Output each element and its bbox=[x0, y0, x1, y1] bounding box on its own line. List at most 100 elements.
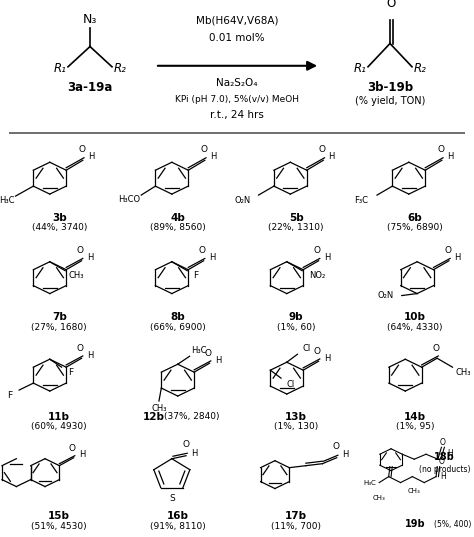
Text: N₃: N₃ bbox=[83, 13, 97, 26]
Text: (37%, 2840): (37%, 2840) bbox=[164, 412, 220, 422]
Text: (91%, 8110): (91%, 8110) bbox=[150, 522, 206, 531]
Text: (75%, 6890): (75%, 6890) bbox=[387, 223, 443, 233]
Text: H₃C: H₃C bbox=[364, 480, 376, 485]
Text: R₂: R₂ bbox=[114, 62, 127, 75]
Text: CH₃: CH₃ bbox=[68, 271, 83, 280]
Text: 4b: 4b bbox=[170, 213, 185, 223]
Text: CH₃: CH₃ bbox=[456, 368, 471, 376]
Text: H: H bbox=[447, 449, 453, 458]
Text: 15b: 15b bbox=[48, 511, 70, 521]
Text: (64%, 4330): (64%, 4330) bbox=[387, 323, 443, 332]
Text: O: O bbox=[319, 145, 326, 154]
Text: 5b: 5b bbox=[289, 213, 304, 223]
Text: O: O bbox=[182, 440, 190, 449]
Text: R₁: R₁ bbox=[54, 62, 66, 75]
Text: H: H bbox=[88, 152, 94, 161]
Text: F: F bbox=[7, 390, 12, 400]
Text: O₂N: O₂N bbox=[377, 291, 393, 300]
Text: NO₂: NO₂ bbox=[310, 271, 326, 280]
Text: Cl: Cl bbox=[286, 380, 295, 389]
Text: O: O bbox=[314, 246, 321, 255]
Text: 14b: 14b bbox=[404, 412, 426, 422]
Text: 10b: 10b bbox=[404, 313, 426, 322]
Text: 3b: 3b bbox=[52, 213, 67, 223]
Text: r.t., 24 hrs: r.t., 24 hrs bbox=[210, 111, 264, 120]
Text: R₂: R₂ bbox=[413, 62, 427, 75]
Text: 19b: 19b bbox=[404, 519, 425, 529]
Text: (1%, 60): (1%, 60) bbox=[277, 323, 316, 332]
Text: O: O bbox=[200, 145, 207, 154]
Text: H: H bbox=[87, 253, 93, 262]
Text: (66%, 6900): (66%, 6900) bbox=[150, 323, 206, 332]
Text: 3a-19a: 3a-19a bbox=[67, 81, 113, 93]
Text: O: O bbox=[78, 145, 85, 154]
Text: O: O bbox=[432, 344, 439, 353]
Text: (1%, 130): (1%, 130) bbox=[274, 423, 319, 431]
Text: (89%, 8560): (89%, 8560) bbox=[150, 223, 206, 233]
Text: O₂N: O₂N bbox=[235, 195, 251, 205]
Text: H: H bbox=[454, 253, 460, 262]
Text: O: O bbox=[205, 349, 212, 358]
Text: H: H bbox=[87, 351, 93, 360]
Text: O: O bbox=[199, 246, 206, 255]
Text: 6b: 6b bbox=[407, 213, 422, 223]
Text: H: H bbox=[215, 355, 221, 365]
Text: 12b: 12b bbox=[143, 412, 165, 422]
Text: O: O bbox=[437, 145, 444, 154]
Text: F: F bbox=[193, 271, 198, 280]
Text: F: F bbox=[69, 368, 73, 376]
Text: 0.01 mol%: 0.01 mol% bbox=[209, 33, 265, 43]
Text: 7b: 7b bbox=[52, 313, 67, 322]
Text: O: O bbox=[440, 438, 446, 447]
Text: (51%, 4530): (51%, 4530) bbox=[31, 522, 87, 531]
Text: H₃C: H₃C bbox=[191, 346, 207, 355]
Text: (22%, 1310): (22%, 1310) bbox=[268, 223, 324, 233]
Text: O: O bbox=[444, 246, 451, 255]
Text: H: H bbox=[210, 152, 216, 161]
Text: (1%, 95): (1%, 95) bbox=[395, 423, 434, 431]
Text: Na₂S₂O₄: Na₂S₂O₄ bbox=[216, 78, 258, 88]
Text: 11b: 11b bbox=[48, 412, 70, 422]
Text: 9b: 9b bbox=[289, 313, 303, 322]
Text: (27%, 1680): (27%, 1680) bbox=[31, 323, 87, 332]
Text: 18b: 18b bbox=[434, 452, 455, 462]
Text: 13b: 13b bbox=[285, 412, 307, 422]
Text: H: H bbox=[342, 450, 348, 459]
Text: O: O bbox=[386, 0, 396, 10]
Text: H: H bbox=[79, 450, 85, 459]
Text: O: O bbox=[77, 344, 84, 353]
Text: 3b-19b: 3b-19b bbox=[367, 81, 413, 93]
Text: Mb(H64V,V68A): Mb(H64V,V68A) bbox=[196, 15, 278, 25]
Text: O: O bbox=[69, 444, 76, 453]
Text: H: H bbox=[324, 354, 330, 362]
Text: O: O bbox=[77, 246, 84, 255]
Text: H: H bbox=[440, 472, 446, 481]
Text: CH₃: CH₃ bbox=[373, 495, 385, 500]
Text: (% yield, TON): (% yield, TON) bbox=[355, 96, 425, 106]
Text: O: O bbox=[332, 442, 339, 451]
Text: H: H bbox=[328, 152, 335, 161]
Text: (60%, 4930): (60%, 4930) bbox=[31, 423, 87, 431]
Text: H₃C: H₃C bbox=[0, 195, 15, 205]
Text: S: S bbox=[169, 494, 175, 503]
Text: H: H bbox=[209, 253, 215, 262]
Text: 8b: 8b bbox=[170, 313, 185, 322]
Text: H: H bbox=[324, 253, 330, 262]
Text: R₁: R₁ bbox=[354, 62, 366, 75]
Text: H: H bbox=[447, 152, 453, 161]
Text: 17b: 17b bbox=[285, 511, 307, 521]
Text: H: H bbox=[191, 449, 198, 458]
Text: CH₃: CH₃ bbox=[407, 488, 420, 494]
Text: O: O bbox=[439, 457, 445, 466]
Text: (11%, 700): (11%, 700) bbox=[271, 522, 321, 531]
Text: O: O bbox=[314, 347, 321, 356]
Text: CH₃: CH₃ bbox=[151, 404, 167, 413]
Text: Cl: Cl bbox=[303, 344, 311, 353]
Text: 16b: 16b bbox=[167, 511, 189, 521]
Text: (44%, 3740): (44%, 3740) bbox=[32, 223, 87, 233]
Text: F₃C: F₃C bbox=[355, 195, 369, 205]
Text: (5%, 400): (5%, 400) bbox=[434, 520, 471, 529]
Text: H₃CO: H₃CO bbox=[118, 194, 140, 204]
Text: KPi (pH 7.0), 5%(v/v) MeOH: KPi (pH 7.0), 5%(v/v) MeOH bbox=[175, 95, 299, 104]
Text: (no products): (no products) bbox=[419, 465, 470, 474]
